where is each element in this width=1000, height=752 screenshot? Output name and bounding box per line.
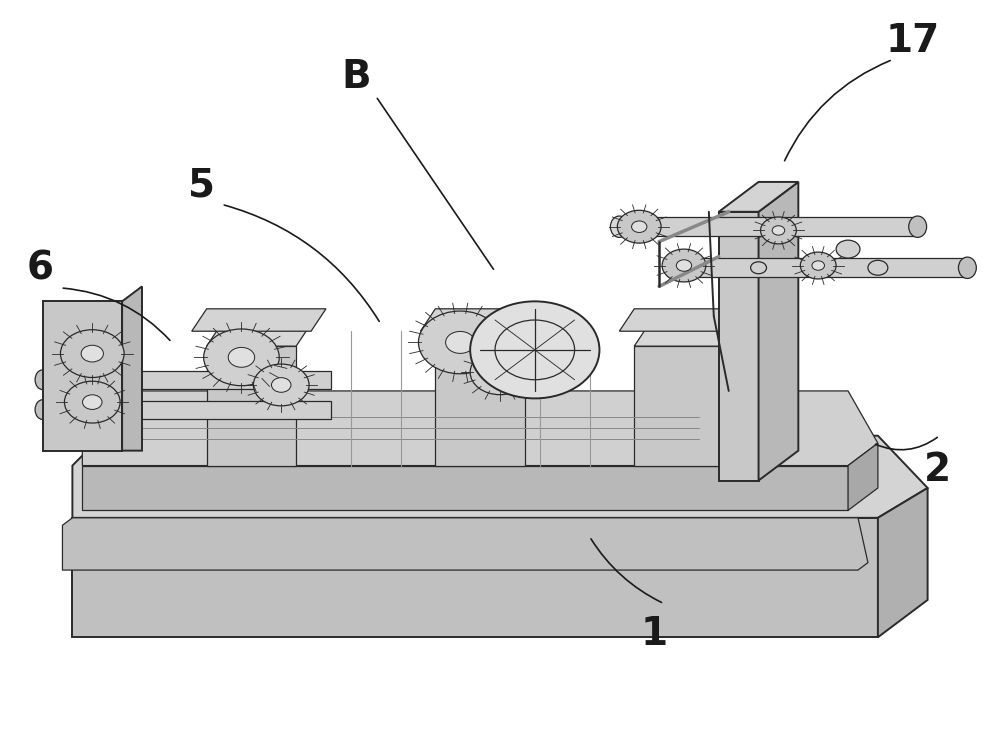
Circle shape xyxy=(83,395,102,409)
Text: 1: 1 xyxy=(641,615,668,653)
Polygon shape xyxy=(207,346,296,465)
Text: 2: 2 xyxy=(924,450,951,489)
Text: 6: 6 xyxy=(27,250,54,288)
Circle shape xyxy=(470,350,530,395)
Circle shape xyxy=(446,332,475,353)
Circle shape xyxy=(490,365,510,380)
Circle shape xyxy=(418,311,502,374)
Circle shape xyxy=(772,226,785,235)
Text: 5: 5 xyxy=(188,166,215,205)
Polygon shape xyxy=(435,346,525,465)
Circle shape xyxy=(271,378,291,393)
Polygon shape xyxy=(878,488,928,637)
Polygon shape xyxy=(43,302,122,450)
Circle shape xyxy=(676,259,692,271)
Ellipse shape xyxy=(35,370,50,390)
Circle shape xyxy=(800,252,836,279)
Circle shape xyxy=(751,262,767,274)
Polygon shape xyxy=(192,309,326,331)
Ellipse shape xyxy=(610,216,628,238)
Polygon shape xyxy=(122,287,142,450)
Polygon shape xyxy=(634,324,739,346)
Circle shape xyxy=(204,329,279,386)
Ellipse shape xyxy=(909,216,927,238)
Polygon shape xyxy=(72,518,878,637)
Circle shape xyxy=(470,302,599,399)
Ellipse shape xyxy=(958,257,976,278)
Circle shape xyxy=(761,217,796,244)
Circle shape xyxy=(617,211,661,243)
Circle shape xyxy=(632,221,647,232)
Polygon shape xyxy=(435,324,540,346)
Polygon shape xyxy=(82,465,848,511)
Polygon shape xyxy=(420,309,555,331)
Polygon shape xyxy=(62,518,868,570)
Circle shape xyxy=(253,364,309,406)
Circle shape xyxy=(81,345,103,362)
Circle shape xyxy=(60,329,124,378)
Polygon shape xyxy=(619,217,918,236)
Polygon shape xyxy=(719,212,759,481)
Ellipse shape xyxy=(35,400,50,420)
Circle shape xyxy=(228,347,255,367)
Circle shape xyxy=(836,240,860,258)
Text: B: B xyxy=(341,58,371,96)
Circle shape xyxy=(662,249,706,282)
Polygon shape xyxy=(72,435,928,518)
Polygon shape xyxy=(719,182,798,212)
Circle shape xyxy=(868,260,888,275)
Polygon shape xyxy=(82,391,878,465)
Ellipse shape xyxy=(670,257,688,278)
Text: 17: 17 xyxy=(886,22,940,59)
Polygon shape xyxy=(43,401,331,419)
Circle shape xyxy=(64,381,120,423)
Polygon shape xyxy=(679,258,967,277)
Polygon shape xyxy=(759,182,798,481)
Polygon shape xyxy=(43,371,331,389)
Polygon shape xyxy=(619,309,754,331)
Polygon shape xyxy=(634,346,724,465)
Polygon shape xyxy=(848,443,878,511)
Circle shape xyxy=(812,261,824,270)
Polygon shape xyxy=(207,324,311,346)
